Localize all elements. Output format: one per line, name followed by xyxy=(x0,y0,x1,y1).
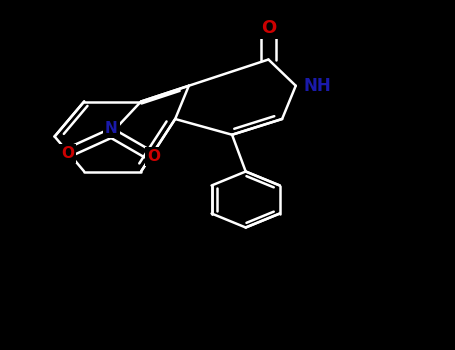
Text: NH: NH xyxy=(304,77,332,95)
Text: O: O xyxy=(261,19,276,37)
Text: O: O xyxy=(61,146,74,161)
Text: O: O xyxy=(147,149,160,164)
Text: N: N xyxy=(105,121,118,136)
